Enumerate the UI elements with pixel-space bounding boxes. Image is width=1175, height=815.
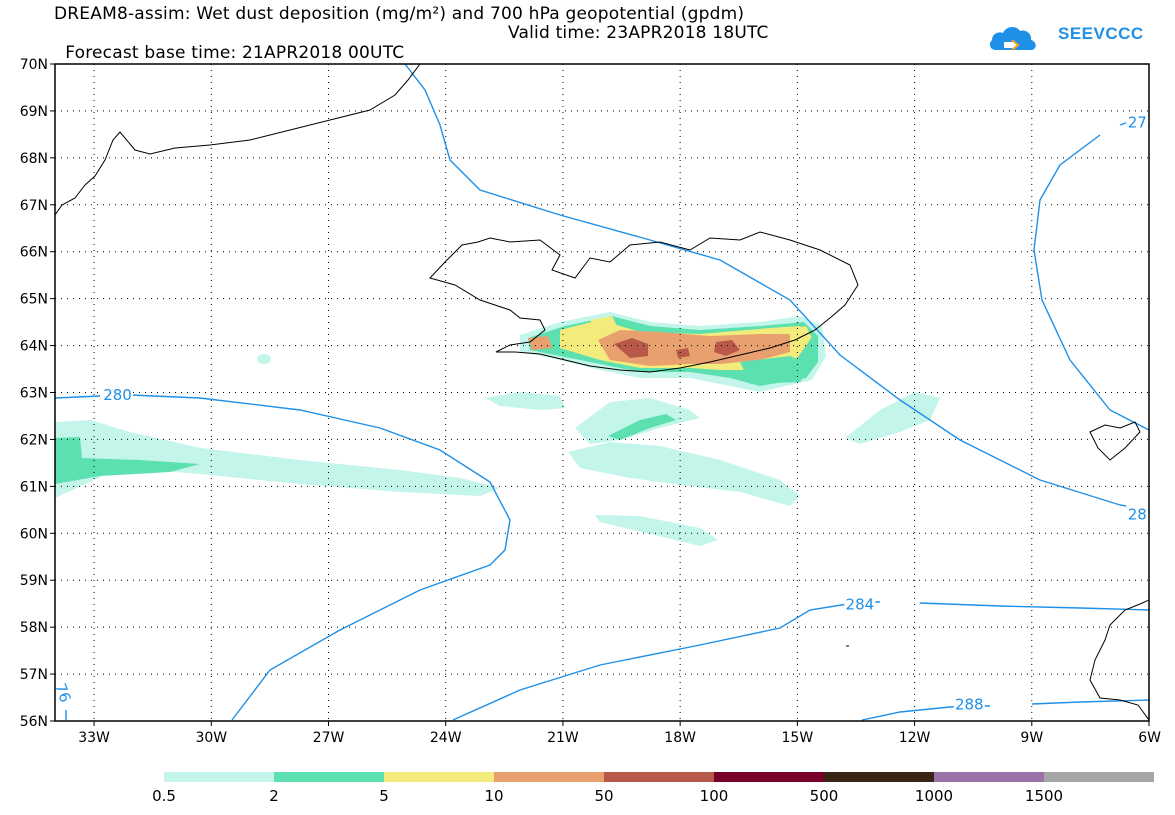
contour-280 [55, 394, 511, 721]
forecast-base-time: Forecast base time: 21APR2018 00UTC [65, 43, 405, 63]
colorbar-swatch [494, 772, 604, 782]
lat-tick-label: 64N [20, 339, 48, 355]
dust-area-south-1 [568, 442, 800, 506]
contour-label-text: 27 [1128, 114, 1147, 132]
colorbar-swatch [384, 772, 494, 782]
contour-label: 284 [844, 595, 876, 614]
contour-label-halo [1126, 113, 1149, 130]
contour-label-text: 284 [846, 596, 875, 614]
dust-area-iceland-orange [598, 330, 790, 366]
contour-label: 27 [1126, 113, 1149, 132]
lon-tick-label: 9W [1020, 730, 1043, 746]
colorbar: 0.5 2 5 10 50 100 500 1000 1500 [152, 772, 1154, 805]
lat-axis: 70N 69N 68N 67N 66N 65N 64N 63N 62N 61N 60N 59N 58N 5… [20, 57, 55, 730]
coastlines [55, 64, 1149, 721]
coast-scotland [1089, 599, 1149, 721]
coast-faroes [1089, 421, 1141, 461]
geopotential-contours [55, 64, 1149, 721]
colorbar-label: 1000 [915, 787, 953, 805]
contour-label: 76 [51, 679, 76, 706]
lon-tick-label: 33W [78, 730, 110, 746]
contour-label-halo [1126, 505, 1149, 522]
colorbar-swatch [274, 772, 384, 782]
dust-area-iceland-red [614, 338, 648, 358]
grid-lines [55, 64, 1149, 721]
dust-area-dot [257, 354, 271, 364]
coast-iceland [429, 231, 859, 373]
colorbar-label: 500 [810, 787, 839, 805]
contour-label-text: 76 [51, 681, 74, 705]
dust-area-iceland-n-yellow [590, 316, 618, 330]
dust-area-iceland-west [528, 336, 552, 350]
contour-label: 288 [953, 695, 985, 714]
colorbar-swatch [714, 772, 824, 782]
valid-time: Valid time: 23APR2018 18UTC [508, 23, 769, 43]
dust-area-iceland-red-3 [676, 348, 690, 358]
lat-tick-label: 62N [20, 432, 48, 448]
contour-label-halo [953, 695, 985, 712]
dust-area-south-3-core [608, 414, 676, 440]
contour-label-text: 28 [1128, 506, 1147, 524]
lon-tick-label: 27W [313, 730, 345, 746]
dust-area-west-core [55, 437, 200, 484]
colorbar-swatch [1044, 772, 1154, 782]
dust-area-se [845, 392, 940, 444]
lat-tick-label: 56N [20, 714, 48, 730]
lon-tick-label: 15W [782, 730, 814, 746]
colorbar-swatch [824, 772, 934, 782]
lon-axis: 33W 30W 27W 24W 21W 18W 15W 12W 9W 6W [78, 721, 1161, 746]
colorbar-label: 50 [594, 787, 613, 805]
dust-area-west-plume [55, 420, 500, 498]
lat-tick-label: 70N [20, 57, 48, 73]
dust-shading [55, 312, 940, 546]
colorbar-label: 5 [379, 787, 389, 805]
colorbar-label: 10 [484, 787, 503, 805]
contour-label-text: 280 [103, 386, 132, 404]
lon-tick-label: 21W [547, 730, 579, 746]
cloud-logo-icon [989, 27, 1036, 51]
colorbar-label: 2 [269, 787, 279, 805]
lat-tick-label: 66N [20, 245, 48, 261]
contour-280-north [404, 64, 1149, 511]
colorbar-swatch [164, 772, 274, 782]
contour-label-halo [844, 595, 876, 612]
contour-label-halo [52, 679, 76, 706]
contour-label-halo [102, 385, 134, 402]
contour-label-text: 288 [955, 696, 984, 714]
lat-tick-label: 60N [20, 526, 48, 542]
title-line-2: Forecast base time: 21APR2018 00UTC Valid… [54, 23, 768, 63]
lon-tick-label: 18W [664, 730, 696, 746]
lat-tick-label: 59N [20, 573, 48, 589]
lat-tick-label: 68N [20, 151, 48, 167]
colorbar-label: 0.5 [152, 787, 176, 805]
lat-tick-label: 58N [20, 620, 48, 636]
lat-tick-label: 57N [20, 667, 48, 683]
lon-tick-label: 30W [195, 730, 227, 746]
colorbar-label: 100 [700, 787, 729, 805]
dust-area-iceland-se-green [740, 356, 812, 384]
coast-greenland [55, 64, 421, 216]
contour-label: 280 [102, 385, 134, 404]
contour-labels: 280 284 288 27 28 76 [51, 113, 1149, 714]
lat-tick-label: 65N [20, 292, 48, 308]
lon-tick-label: 12W [899, 730, 931, 746]
dust-area-iceland-se-yellow [786, 326, 812, 344]
lat-tick-label: 63N [20, 386, 48, 402]
lat-tick-label: 61N [20, 479, 48, 495]
dust-area-iceland-red-2 [714, 340, 740, 356]
colorbar-swatch [934, 772, 1044, 782]
dust-area-south-3 [575, 398, 700, 444]
title-line-1: DREAM8-assim: Wet dust deposition (mg/m²… [54, 4, 745, 24]
lon-tick-label: 24W [430, 730, 462, 746]
lon-tick-label: 6W [1138, 730, 1161, 746]
colorbar-swatch [604, 772, 714, 782]
logo-text: SEEVCCC [1058, 24, 1144, 43]
contour-label: 28 [1126, 505, 1149, 524]
dust-area-sw [485, 392, 565, 410]
lat-tick-label: 67N [20, 198, 48, 214]
colorbar-label: 1500 [1025, 787, 1063, 805]
lat-tick-label: 69N [20, 104, 48, 120]
dust-area-south-2 [595, 515, 718, 546]
